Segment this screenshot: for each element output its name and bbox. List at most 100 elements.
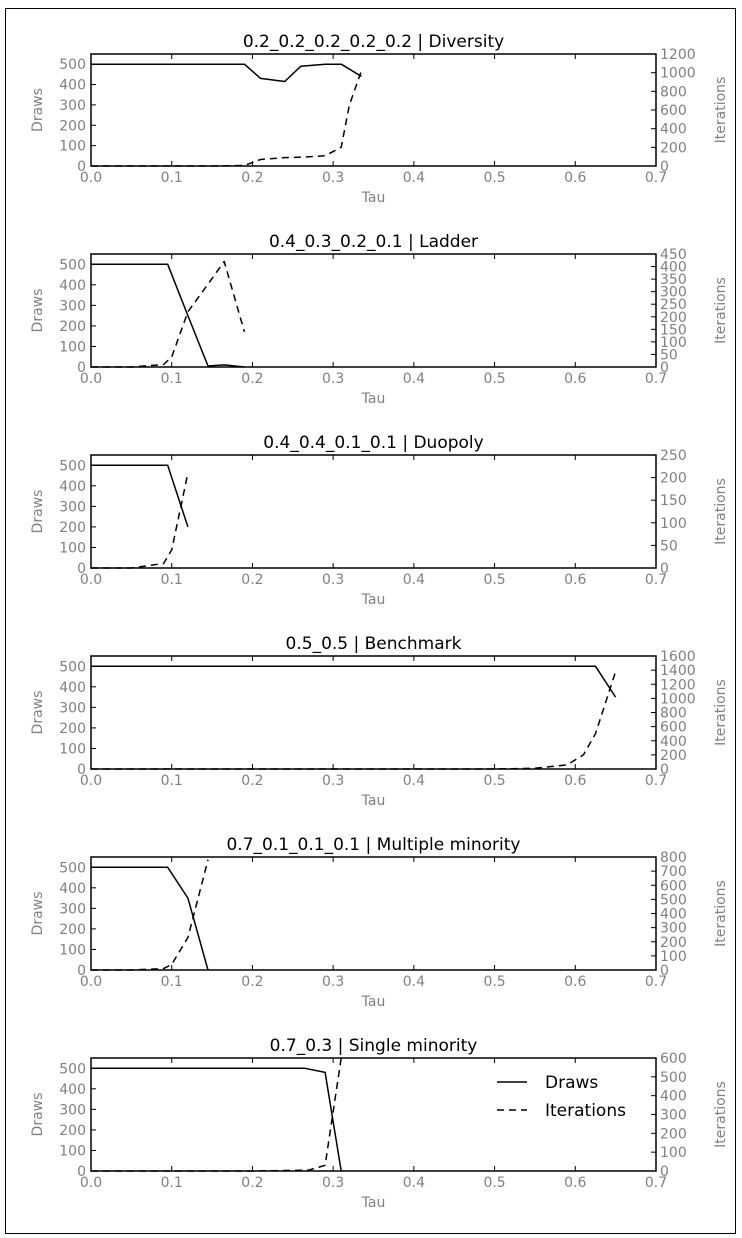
chart-panel-3: 0.5_0.5 | Benchmark 0.0 0.1 0.2 0.3 0.4 0.5 0.6…	[30, 634, 729, 809]
y-tick-label: 400	[59, 479, 86, 495]
x-tick-label: 0.2	[241, 572, 263, 588]
x-tick-label: 0.4	[403, 974, 425, 990]
x-axis-label: Tau	[361, 391, 386, 407]
y-tick-label: 200	[59, 922, 86, 938]
y2-tick-label: 150	[660, 493, 687, 509]
x-tick-label: 0.7	[645, 371, 667, 387]
x-tick-label: 0.7	[645, 974, 667, 990]
y2-tick-label: 450	[660, 247, 687, 263]
chart-title: 0.4_0.3_0.2_0.1 | Ladder	[269, 232, 478, 252]
y-tick-label: 100	[59, 741, 86, 757]
y2-tick-label: 800	[660, 706, 687, 722]
y-tick-label: 300	[59, 700, 86, 716]
series-line-draws	[91, 63, 362, 83]
x-tick-label: 0.7	[645, 773, 667, 789]
x-tick-label: 0.7	[645, 572, 667, 588]
y-tick-label: 500	[59, 257, 86, 273]
x-tick-label: 0.5	[483, 170, 505, 186]
y-tick-label: 100	[59, 139, 86, 155]
chart-panel-2: 0.4_0.4_0.1_0.1 | Duopoly 0.0 0.1 0.2 0.3 0.4…	[30, 433, 729, 608]
y2-tick-label: 100	[660, 949, 687, 965]
x-tick-label: 0.4	[403, 170, 425, 186]
x-tick-label: 0.3	[322, 572, 344, 588]
series-line-iterations	[91, 70, 363, 167]
y-tick-label: 300	[59, 1102, 86, 1118]
y-tick-label: 400	[59, 278, 86, 294]
y-tick-label: 400	[59, 680, 86, 696]
plot-area	[90, 454, 657, 569]
y2-tick-label: 200	[660, 935, 687, 951]
y-tick-label: 0	[77, 762, 86, 778]
y2-tick-label: 600	[660, 1051, 687, 1067]
chart-title: 0.4_0.4_0.1_0.1 | Duopoly	[263, 433, 483, 453]
y2-axis-label: Iterations	[713, 77, 729, 144]
y2-tick-label: 150	[660, 322, 687, 338]
x-tick-label: 0.0	[80, 371, 102, 387]
legend-label-draws: Draws	[545, 1073, 598, 1093]
series-line-iterations	[91, 1057, 342, 1172]
chart-title: 0.7_0.1_0.1_0.1 | Multiple minority	[226, 835, 520, 855]
y2-tick-label: 1000	[660, 691, 696, 707]
x-tick-label: 0.1	[161, 170, 183, 186]
x-tick-label: 0.6	[564, 371, 586, 387]
y2-tick-label: 700	[660, 864, 687, 880]
y2-tick-label: 250	[660, 297, 687, 313]
y2-tick-label: 1200	[660, 677, 696, 693]
x-tick-label: 0.5	[483, 572, 505, 588]
x-tick-label: 0.5	[483, 974, 505, 990]
y2-tick-label: 400	[660, 1089, 687, 1105]
x-tick-label: 0.5	[483, 1175, 505, 1191]
x-axis-label: Tau	[361, 1195, 386, 1211]
legend-label-iterations: Iterations	[545, 1101, 626, 1121]
y2-tick-label: 0	[660, 963, 669, 979]
x-axis-label: Tau	[361, 190, 386, 206]
x-tick-label: 0.5	[483, 371, 505, 387]
x-tick-label: 0.6	[564, 974, 586, 990]
x-tick-label: 0.1	[161, 1175, 183, 1191]
y2-tick-label: 400	[660, 907, 687, 923]
y-tick-label: 400	[59, 881, 86, 897]
x-tick-label: 0.3	[322, 773, 344, 789]
x-axis-label: Tau	[361, 793, 386, 809]
y-tick-label: 500	[59, 659, 86, 675]
y2-axis-label: Iterations	[713, 478, 729, 545]
x-tick-label: 0.3	[322, 371, 344, 387]
x-tick-label: 0.4	[403, 371, 425, 387]
chart-panel-4: 0.7_0.1_0.1_0.1 | Multiple minority 0.0 0.…	[30, 835, 729, 1010]
y2-tick-label: 50	[660, 347, 678, 363]
y-tick-label: 100	[59, 942, 86, 958]
y2-axis-label: Iterations	[713, 880, 729, 947]
y-tick-label: 300	[59, 499, 86, 515]
y-tick-label: 0	[77, 963, 86, 979]
y-tick-label: 200	[59, 721, 86, 737]
y2-tick-label: 0	[660, 1164, 669, 1180]
y2-tick-label: 400	[660, 734, 687, 750]
x-tick-label: 0.5	[483, 773, 505, 789]
y2-tick-label: 100	[660, 1145, 687, 1161]
y2-tick-label: 300	[660, 285, 687, 301]
x-axis-label: Tau	[361, 592, 386, 608]
x-tick-label: 0.2	[241, 371, 263, 387]
y-tick-label: 200	[59, 1123, 86, 1139]
x-tick-label: 0.3	[322, 974, 344, 990]
series-line-draws	[91, 1067, 342, 1172]
y-tick-label: 500	[59, 57, 86, 73]
figure-frame	[5, 8, 736, 1234]
y2-axis-label: Iterations	[713, 277, 729, 344]
plot-area	[90, 655, 657, 770]
y2-tick-label: 600	[660, 103, 687, 119]
y2-tick-label: 250	[660, 448, 687, 464]
x-tick-label: 0.1	[161, 974, 183, 990]
y2-tick-label: 300	[660, 1108, 687, 1124]
x-tick-label: 0.3	[322, 170, 344, 186]
series-line-draws	[91, 464, 189, 528]
y2-tick-label: 0	[660, 561, 669, 577]
plot-area	[90, 53, 657, 167]
x-axis-label: Tau	[361, 994, 386, 1010]
y-tick-label: 500	[59, 1061, 86, 1077]
y-tick-label: 0	[77, 561, 86, 577]
y2-tick-label: 500	[660, 1070, 687, 1086]
y-tick-label: 500	[59, 860, 86, 876]
y2-tick-label: 1400	[660, 663, 696, 679]
